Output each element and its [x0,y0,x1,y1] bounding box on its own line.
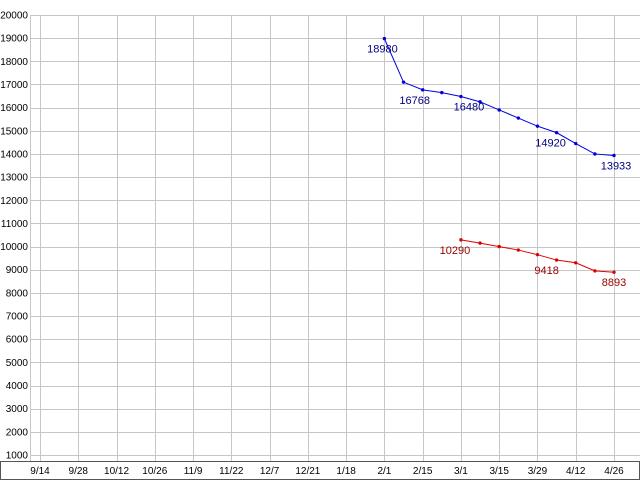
y-tick-label: 20000 [0,11,28,22]
x-tick-label: 10/12 [104,466,129,477]
x-tick-label: 12/7 [260,466,280,477]
y-tick-label: 19000 [0,34,28,45]
y-tick-label: 3000 [6,404,29,415]
lower-red-series-marker [478,241,482,245]
lower-red-series-marker [535,252,540,257]
y-tick-label: 18000 [0,57,28,68]
lower-red-series: 10290 9418 8893 [440,238,626,289]
grid [30,15,640,461]
upper-blue-series-marker [478,100,482,104]
upper-blue-series-marker [516,116,521,120]
upper-blue-series-value-label: 16480 [454,102,485,114]
upper-blue-series-marker [574,141,578,146]
upper-blue-series-value-label: 14920 [535,138,566,150]
x-tick-label: 12/21 [295,466,320,477]
x-tick-label: 10/26 [142,466,167,477]
y-tick-label: 5000 [6,358,29,369]
y-tick-label: 16000 [0,103,28,114]
y-tick-label: 8000 [6,288,29,299]
x-tick-label: 3/29 [528,466,548,477]
upper-blue-series-value-label: 16768 [399,95,430,107]
y-tick-label: 12000 [0,196,28,207]
y-tick-label: 6000 [6,335,29,346]
upper-blue-series: 18980 16768 16480 14920 13933 [367,36,632,172]
y-tick-label: 11000 [1,219,29,230]
x-tick-label: 9/14 [30,466,50,477]
lower-red-series-marker [497,244,501,249]
y-tick-label: 4000 [6,381,29,392]
lower-red-series-value-label: 8893 [602,277,626,289]
upper-blue-series-marker [401,80,406,84]
y-tick-label: 13000 [0,173,28,184]
x-tick-label: 9/28 [69,466,89,477]
y-tick-label: 14000 [0,149,28,160]
lower-red-series-marker [554,258,559,262]
upper-blue-series-value-label: 13933 [601,160,632,172]
upper-blue-series-marker [459,94,463,99]
x-tick-label: 4/26 [604,466,624,477]
lower-red-series-marker [593,269,597,273]
y-axis-labels: 1000 2000 3000 4000 5000 6000 7000 8000 9000 1000… [0,11,28,462]
y-tick-label: 9000 [6,265,29,276]
lower-red-series-marker [516,248,521,252]
upper-blue-series-marker [497,108,501,112]
x-tick-label: 2/1 [377,466,391,477]
y-tick-label: 10000 [0,242,28,253]
y-tick-label: 1000 [6,451,29,462]
lower-red-series-value-label: 10290 [440,245,471,257]
x-tick-label: 11/9 [184,466,203,477]
y-tick-label: 17000 [0,80,28,91]
x-tick-label: 2/15 [413,466,433,477]
x-tick-label: 1/18 [336,466,356,477]
upper-blue-series-marker [382,36,387,41]
upper-blue-series-marker [593,152,597,156]
x-axis-labels: 9/14 9/28 10/12 10/26 11/9 11/22 12/7 12/21 1/18… [30,466,624,477]
lower-red-series-value-label: 9418 [534,265,558,277]
y-tick-label: 7000 [6,312,29,323]
upper-blue-series-marker [612,153,616,158]
upper-blue-series-marker [554,130,559,135]
upper-blue-series-marker [535,124,540,128]
upper-blue-series-marker [420,88,425,92]
lower-red-series-marker [612,270,616,274]
upper-blue-series-marker [440,90,444,95]
y-tick-label: 2000 [6,427,29,438]
x-tick-label: 3/15 [489,466,509,477]
x-tick-label: 4/12 [566,466,586,477]
y-tick-label: 15000 [0,126,28,137]
lower-red-series-marker [459,238,463,242]
lower-red-series-marker [574,261,578,265]
x-tick-label: 11/22 [219,466,244,477]
x-tick-label: 3/1 [454,466,468,477]
upper-blue-series-value-label: 18980 [367,44,398,56]
